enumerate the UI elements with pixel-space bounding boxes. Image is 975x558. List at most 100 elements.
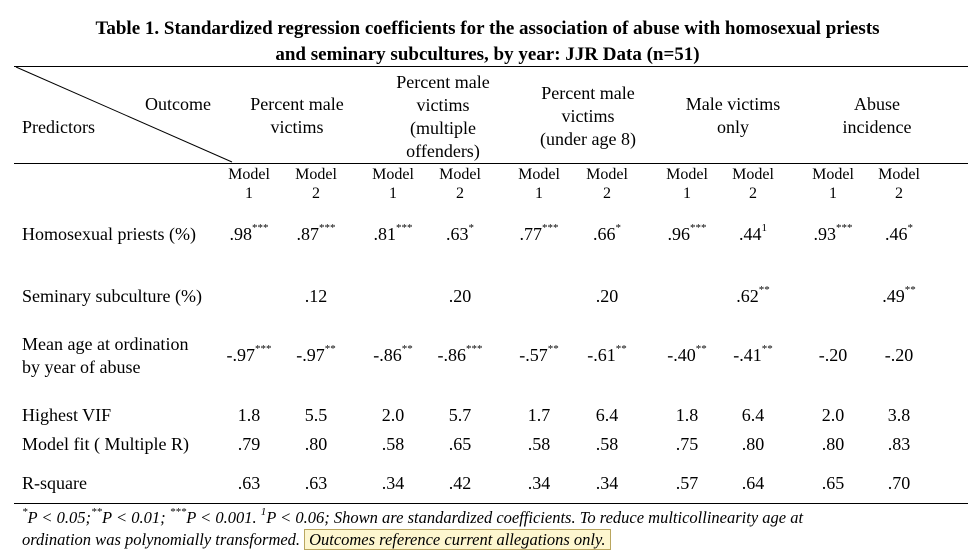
table-cell: .81*** — [353, 223, 433, 246]
table-cell: .58 — [499, 433, 579, 456]
model-number: 1 — [245, 185, 253, 202]
table-cell: .98*** — [209, 223, 289, 246]
cell-value: .77 — [519, 224, 543, 244]
table-cell: 1.8 — [209, 404, 289, 427]
cell-value: .93 — [813, 224, 837, 244]
cell-value: .63 — [237, 473, 261, 493]
footnote-sup-3: *** — [169, 505, 187, 518]
table-cell: -.97*** — [209, 344, 289, 367]
table-cell: 3.8 — [859, 404, 939, 427]
model-word: Model — [586, 166, 628, 183]
table-cell: .20 — [420, 285, 500, 308]
significance-marker: *** — [466, 343, 483, 355]
table-cell: .79 — [209, 433, 289, 456]
table-cell: .20 — [567, 285, 647, 308]
table-cell: .83 — [859, 433, 939, 456]
cell-value: .34 — [527, 473, 551, 493]
footnote-line-2-text: ordination was polynomially transformed. — [22, 530, 301, 549]
model-word: Model — [518, 166, 560, 183]
table-cell: 5.5 — [276, 404, 356, 427]
cell-value: .87 — [296, 224, 320, 244]
outcome-header-line: (multiple — [410, 118, 476, 138]
significance-marker: *** — [690, 222, 707, 234]
model-word: Model — [666, 166, 708, 183]
footnote-p1: P < 0.05; — [27, 508, 92, 527]
cell-value: .20 — [595, 286, 619, 306]
cell-value: .42 — [448, 473, 472, 493]
significance-marker: *** — [255, 343, 272, 355]
header-mid-rule — [14, 163, 968, 164]
cell-value: .80 — [821, 434, 845, 454]
model-subheader: Model 2 — [864, 165, 934, 203]
cell-value: .80 — [741, 434, 765, 454]
cell-value: -.20 — [818, 345, 848, 365]
table-cell: .34 — [353, 472, 433, 495]
table-cell: -.86** — [353, 344, 433, 367]
outcome-header-line: victims — [270, 117, 324, 137]
outcome-header-line: (under age 8) — [540, 129, 636, 149]
outcome-header-line: Percent male — [250, 94, 344, 114]
table-cell: .87*** — [276, 223, 356, 246]
table-cell: -.20 — [793, 344, 873, 367]
row-label-line: Model fit ( Multiple R) — [22, 434, 189, 454]
cell-value: .62 — [736, 286, 759, 306]
significance-marker: * — [907, 222, 914, 234]
model-subheader: Model 2 — [718, 165, 788, 203]
outcome-header-line: Abuse — [854, 94, 900, 114]
cell-value: -.97 — [226, 345, 256, 365]
table-cell: .65 — [793, 472, 873, 495]
table-cell: .75 — [647, 433, 727, 456]
model-subheader: Model 1 — [652, 165, 722, 203]
cell-value: 5.5 — [304, 405, 328, 425]
cell-value: .46 — [885, 224, 908, 244]
table-cell: 2.0 — [793, 404, 873, 427]
row-label: Homosexual priests (%) — [22, 223, 196, 246]
corner-outcome-label: Outcome — [145, 94, 211, 114]
footnote-p4: P < 0.06; Shown are standardized coeffic… — [266, 508, 804, 527]
outcome-header-3: Percent male victims (under age 8) — [513, 82, 663, 151]
cell-value: .65 — [821, 473, 845, 493]
table-cell: .63 — [276, 472, 356, 495]
cell-value: -.86 — [437, 345, 467, 365]
cell-value: -.97 — [296, 345, 325, 365]
model-subheader: Model 1 — [504, 165, 574, 203]
outcome-header-line: victims — [416, 95, 470, 115]
model-number: 1 — [829, 185, 837, 202]
table-top-rule — [14, 66, 968, 67]
cell-value: 6.4 — [741, 405, 765, 425]
outcome-header-line: offenders) — [406, 141, 480, 161]
significance-marker: ** — [324, 343, 336, 355]
significance-marker: 1 — [761, 222, 768, 234]
footnote-line-1: *P < 0.05;**P < 0.01; ***P < 0.001. 1P <… — [22, 505, 967, 529]
outcome-header-line: incidence — [842, 117, 912, 137]
model-number: 2 — [456, 185, 464, 202]
table-title-line-2: and seminary subcultures, by year: JJR D… — [275, 44, 700, 65]
cell-value: .83 — [887, 434, 911, 454]
footnote-line-2: ordination was polynomially transformed.… — [22, 529, 967, 551]
row-label: Highest VIF — [22, 404, 111, 427]
model-number: 2 — [749, 185, 757, 202]
table-cell: 5.7 — [420, 404, 500, 427]
significance-marker: *** — [836, 222, 853, 234]
model-word: Model — [878, 166, 920, 183]
outcome-header-line: only — [716, 117, 749, 137]
cell-value: 1.7 — [527, 405, 551, 425]
table-cell: 1.8 — [647, 404, 727, 427]
row-label-line: Homosexual priests (%) — [22, 224, 196, 244]
cell-value: 5.7 — [448, 405, 472, 425]
cell-value: .70 — [887, 473, 911, 493]
cell-value: .44 — [739, 224, 762, 244]
cell-value: .58 — [527, 434, 551, 454]
cell-value: .12 — [304, 286, 328, 306]
cell-value: .79 — [237, 434, 261, 454]
table-title-line-1: Table 1. Standardized regression coeffic… — [95, 18, 880, 39]
table-cell: .49** — [859, 285, 939, 308]
row-label: Mean age at ordination by year of abuse — [22, 333, 188, 379]
table-cell: -.20 — [859, 344, 939, 367]
cell-value: .58 — [595, 434, 619, 454]
row-label-line: Mean age at ordination — [22, 334, 189, 354]
footnote-p2: P < 0.01; — [102, 508, 166, 527]
footnote-p3: P < 0.001. — [186, 508, 257, 527]
table-cell: .93*** — [793, 223, 873, 246]
table-cell: .42 — [420, 472, 500, 495]
